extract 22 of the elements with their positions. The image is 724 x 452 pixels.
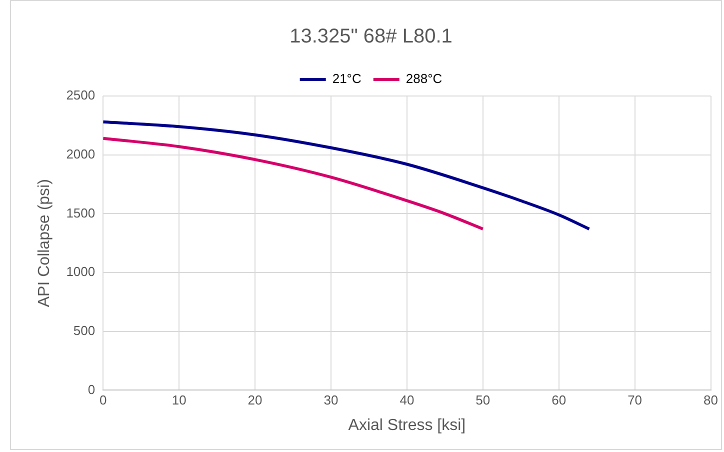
x-tick-label: 30: [324, 392, 338, 408]
x-tick-label: 40: [400, 392, 414, 408]
y-tick-label: 2000: [66, 146, 96, 162]
x-tick-label: 10: [172, 392, 186, 408]
y-axis-title: API Collapse (psi): [36, 179, 54, 308]
x-tick-label: 60: [552, 392, 566, 408]
y-tick-label: 0: [88, 382, 96, 397]
x-tick-label: 0: [100, 392, 107, 408]
line-series: [103, 136, 484, 230]
line-series: [103, 120, 591, 230]
y-tick-label: 1500: [66, 205, 96, 220]
x-tick-label: 70: [628, 392, 642, 408]
y-tick-label: 1000: [66, 264, 96, 280]
legend-label: 288°C: [406, 71, 442, 86]
legend-label: 21°C: [332, 71, 362, 86]
x-tick-label: 80: [704, 392, 718, 408]
x-tick-label: 20: [248, 392, 262, 408]
y-tick-label: 500: [73, 322, 96, 338]
x-axis-title: Axial Stress [ksi]: [348, 416, 466, 434]
chart-title: 13.325" 68# L80.1: [290, 26, 452, 48]
y-tick-label: 2500: [66, 88, 96, 103]
x-tick-label: 50: [476, 392, 490, 408]
